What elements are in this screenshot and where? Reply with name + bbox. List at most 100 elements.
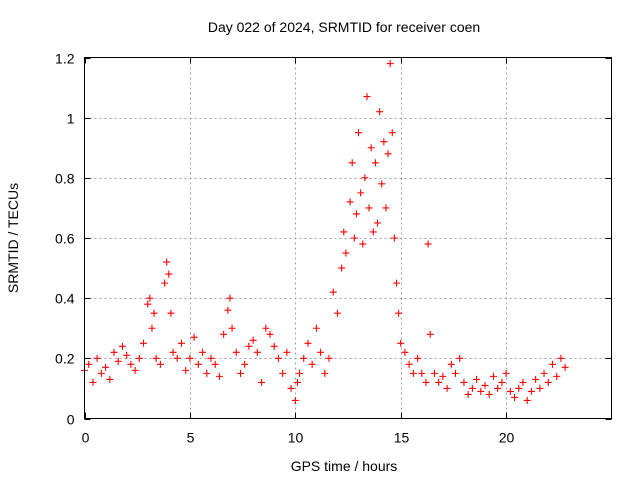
data-point (333, 309, 341, 317)
data-point (443, 384, 451, 392)
data-point (203, 369, 211, 377)
data-point (207, 354, 215, 362)
x-tick-label: 0 (82, 430, 90, 446)
data-point (527, 387, 535, 395)
data-point (329, 288, 337, 296)
data-point (380, 138, 388, 146)
y-tick-label: 0 (67, 412, 75, 428)
data-point (357, 189, 365, 197)
data-point (325, 354, 333, 362)
data-point (348, 159, 356, 167)
data-point (321, 369, 329, 377)
data-point (211, 360, 219, 368)
data-point (148, 324, 156, 332)
data-point (135, 354, 143, 362)
data-point (106, 375, 114, 383)
data-point (93, 354, 101, 362)
data-point (355, 129, 363, 137)
data-point (473, 375, 481, 383)
data-point (363, 93, 371, 101)
data-point (338, 264, 346, 272)
data-point (439, 372, 447, 380)
data-point (308, 360, 316, 368)
data-point (418, 369, 426, 377)
data-point (169, 348, 177, 356)
data-point (390, 234, 398, 242)
data-point (114, 357, 122, 365)
chart-title: Day 022 of 2024, SRMTID for receiver coe… (208, 19, 480, 35)
data-point (452, 369, 460, 377)
data-point (376, 108, 384, 116)
data-point (173, 354, 181, 362)
data-point (388, 129, 396, 137)
data-point (386, 60, 394, 68)
data-point (118, 342, 126, 350)
data-point (367, 144, 375, 152)
data-point (293, 378, 301, 386)
data-point (177, 339, 185, 347)
data-point (506, 387, 514, 395)
data-point (296, 369, 304, 377)
x-tick-label: 5 (187, 430, 195, 446)
data-point (245, 342, 253, 350)
data-point (228, 324, 236, 332)
data-point (258, 378, 266, 386)
data-point (226, 294, 234, 302)
data-point (241, 360, 249, 368)
data-point (266, 330, 274, 338)
data-point (262, 324, 270, 332)
data-point (447, 360, 455, 368)
data-point (544, 378, 552, 386)
data-point (435, 378, 443, 386)
data-point (85, 360, 93, 368)
data-point (359, 240, 367, 248)
data-point (456, 354, 464, 362)
data-point (220, 330, 228, 338)
x-tick-label: 10 (288, 430, 304, 446)
data-point (186, 354, 194, 362)
data-point (236, 369, 244, 377)
data-point (167, 309, 175, 317)
data-point (460, 378, 468, 386)
data-point (291, 396, 299, 404)
data-point (409, 369, 417, 377)
data-point (369, 228, 377, 236)
data-point (561, 363, 569, 371)
data-point (424, 240, 432, 248)
data-point (464, 390, 472, 398)
x-tick-label: 15 (394, 430, 410, 446)
data-point (144, 300, 152, 308)
data-point (146, 294, 154, 302)
data-point (249, 336, 257, 344)
data-point (511, 393, 519, 401)
data-point (97, 369, 105, 377)
data-point (365, 204, 373, 212)
data-point (215, 372, 223, 380)
x-axis-title: GPS time / hours (291, 458, 398, 474)
data-point (532, 375, 540, 383)
data-point (110, 348, 118, 356)
data-point (384, 150, 392, 158)
data-point (232, 348, 240, 356)
y-tick-label: 0.2 (55, 351, 75, 367)
data-point (374, 219, 382, 227)
data-point (270, 342, 278, 350)
data-point (123, 351, 131, 359)
data-point (199, 348, 207, 356)
data-point (557, 354, 565, 362)
data-point (89, 378, 97, 386)
data-point (150, 309, 158, 317)
data-point (131, 366, 139, 374)
data-point (397, 339, 405, 347)
data-point (140, 339, 148, 347)
data-point (378, 180, 386, 188)
data-point (426, 330, 434, 338)
data-point (401, 348, 409, 356)
data-point (182, 366, 190, 374)
data-point (382, 204, 390, 212)
y-tick-label: 0.8 (55, 171, 75, 187)
data-point (127, 360, 135, 368)
data-point (430, 369, 438, 377)
data-point (395, 309, 403, 317)
